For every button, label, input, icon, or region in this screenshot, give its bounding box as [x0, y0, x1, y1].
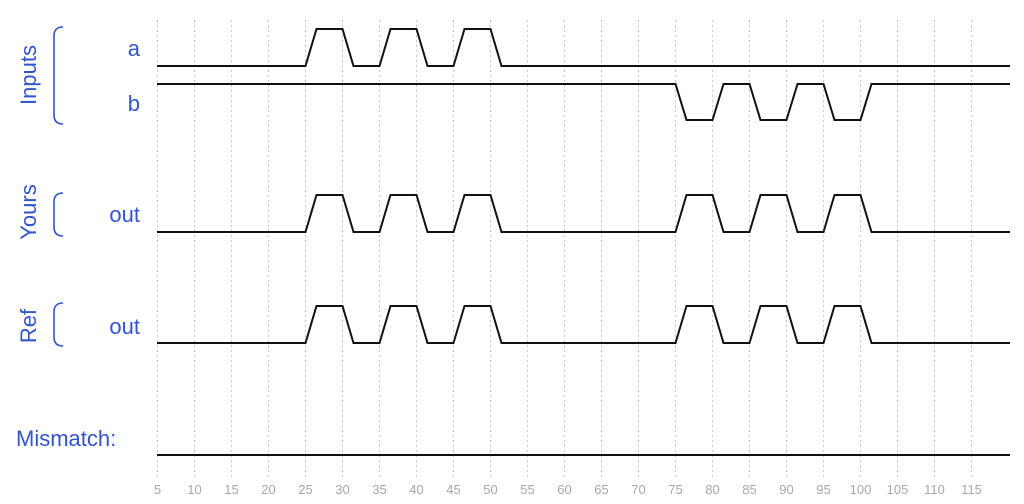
- group-label-ref: Ref: [16, 308, 41, 343]
- time-axis: 5 10 15 20 25 30 35 40 45 50 55 60 65 70 75 80 85 90 95 100…: [154, 482, 982, 497]
- tick-label-40: 40: [409, 482, 423, 497]
- tick-label-60: 60: [557, 482, 571, 497]
- tick-label-75: 75: [668, 482, 682, 497]
- group-bracket-yours: [53, 192, 64, 237]
- tick-label-10: 10: [187, 482, 201, 497]
- trace-yours_out: [157, 194, 1010, 233]
- tick-label-30: 30: [335, 482, 349, 497]
- group-bracket-ref: [53, 302, 64, 347]
- signal-traces: [157, 28, 1010, 456]
- tick-label-95: 95: [816, 482, 830, 497]
- tick-label-105: 105: [887, 482, 909, 497]
- tick-label-90: 90: [779, 482, 793, 497]
- tick-label-110: 110: [924, 482, 945, 497]
- tick-label-5: 5: [154, 482, 161, 497]
- tick-label-45: 45: [446, 482, 460, 497]
- group-label-inputs: Inputs: [16, 45, 41, 105]
- trace-b: [157, 83, 1010, 121]
- signal-label-ref_out: out: [109, 314, 140, 339]
- tick-label-85: 85: [742, 482, 756, 497]
- tick-label-80: 80: [705, 482, 719, 497]
- tick-label-115: 115: [961, 482, 982, 497]
- tick-label-100: 100: [850, 482, 872, 497]
- group-bracket-inputs: [53, 26, 64, 125]
- tick-label-15: 15: [224, 482, 238, 497]
- tick-label-35: 35: [372, 482, 386, 497]
- tick-label-25: 25: [298, 482, 312, 497]
- trace-ref_out: [157, 305, 1010, 344]
- signal-label-b: b: [128, 91, 140, 116]
- group-label-yours: Yours: [16, 184, 41, 239]
- tick-label-65: 65: [594, 482, 608, 497]
- tick-label-70: 70: [631, 482, 645, 497]
- tick-label-55: 55: [520, 482, 534, 497]
- trace-a: [157, 28, 1010, 67]
- tick-label-20: 20: [261, 482, 275, 497]
- signal-labels: Inputs Yours Ref a b out out Mismatch:: [16, 26, 141, 451]
- grid-lines: [157, 20, 972, 478]
- tick-label-50: 50: [483, 482, 497, 497]
- signal-label-a: a: [128, 36, 141, 61]
- signal-label-yours_out: out: [109, 202, 140, 227]
- mismatch-label: Mismatch:: [16, 426, 116, 451]
